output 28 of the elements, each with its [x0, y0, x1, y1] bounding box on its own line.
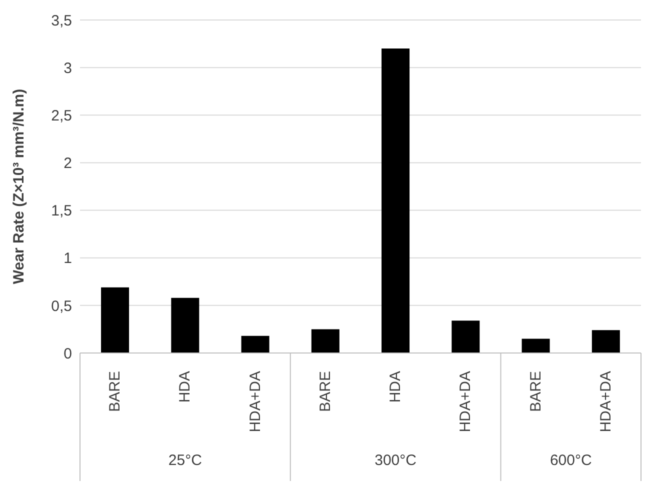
- bar: [522, 338, 550, 353]
- text: 25°C: [168, 452, 202, 469]
- y-tick-label: 3,5: [51, 12, 72, 30]
- y-tick-label: 3: [64, 60, 72, 77]
- bar: [101, 287, 130, 353]
- x-tick-label: BARE: [316, 371, 334, 412]
- x-tick-label: HDA: [176, 371, 194, 403]
- x-tick-label: HDA+DA: [597, 371, 614, 432]
- x-tick-label: BARE: [527, 371, 544, 412]
- y-axis-title: Wear Rate (Z×10³ mm³/N.m): [10, 88, 28, 284]
- x-tick-label: HDA: [387, 371, 404, 403]
- y-tick-label: 2: [64, 155, 72, 172]
- y-tick-label: 0,5: [51, 298, 72, 315]
- x-tick-label: BARE: [106, 371, 124, 412]
- y-tick-label: 1: [64, 250, 72, 268]
- bar: [452, 320, 480, 353]
- bar: [382, 48, 410, 353]
- text: 600°C: [550, 452, 592, 469]
- y-tick-label: 1,5: [51, 202, 72, 220]
- bar: [592, 330, 620, 353]
- bar: [241, 336, 270, 353]
- bar: [171, 298, 200, 353]
- text: 300°C: [374, 452, 417, 469]
- bar: [311, 329, 340, 353]
- y-tick-label: 2,5: [51, 107, 72, 124]
- y-tick-label: 0: [64, 345, 72, 362]
- x-tick-label: HDA+DA: [246, 371, 264, 432]
- x-tick-label: HDA+DA: [457, 371, 474, 432]
